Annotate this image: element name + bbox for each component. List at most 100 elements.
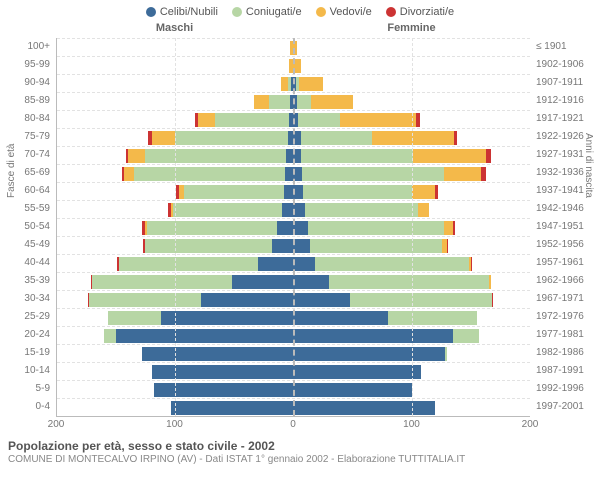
grid-line — [175, 38, 176, 416]
y-tick-age: 75-79 — [8, 128, 56, 146]
y-tick-age: 25-29 — [8, 308, 56, 326]
bar-segment — [294, 185, 303, 199]
bar-segment — [104, 329, 116, 343]
bar-segment — [89, 293, 201, 307]
y-tick-birth: 1952-1956 — [530, 236, 592, 254]
bar-segment — [175, 131, 287, 145]
x-tick: 100 — [166, 419, 183, 430]
swatch-married — [232, 7, 242, 17]
population-pyramid-chart: Celibi/Nubili Coniugati/e Vedovi/e Divor… — [0, 0, 600, 467]
y-tick-age: 85-89 — [8, 92, 56, 110]
legend-label-widowed: Vedovi/e — [330, 6, 372, 18]
y-tick-age: 15-19 — [8, 344, 56, 362]
bar-segment — [301, 131, 372, 145]
bar-segment — [492, 293, 493, 307]
y-tick-birth: 1977-1981 — [530, 326, 592, 344]
bar-segment — [372, 131, 455, 145]
bar-segment — [315, 257, 469, 271]
y-tick-birth: 1982-1986 — [530, 344, 592, 362]
bar-segment — [445, 347, 447, 361]
y-tick-birth: 1997-2001 — [530, 398, 592, 416]
y-tick-age: 95-99 — [8, 56, 56, 74]
bar-segment — [152, 131, 176, 145]
bar-segment — [294, 401, 436, 415]
bar-segment — [489, 275, 491, 289]
x-tick: 200 — [48, 419, 65, 430]
y-axis-left: 100+95-9990-9485-8980-8475-7970-7465-696… — [8, 38, 56, 417]
bar-segment — [161, 311, 293, 325]
legend-item-married: Coniugati/e — [232, 6, 302, 18]
x-axis: 2001000100200 — [8, 419, 592, 433]
y-tick-birth: 1917-1921 — [530, 110, 592, 128]
bars-area — [56, 38, 530, 417]
bar-segment — [128, 149, 145, 163]
bar-segment — [481, 167, 486, 181]
x-tick: 0 — [290, 419, 296, 430]
legend-label-divorced: Divorziati/e — [400, 6, 454, 18]
y-tick-age: 70-74 — [8, 146, 56, 164]
bar-segment — [294, 131, 301, 145]
bar-segment — [453, 329, 479, 343]
bar-segment — [258, 257, 293, 271]
bar-segment — [297, 95, 311, 109]
y-tick-age: 40-44 — [8, 254, 56, 272]
bar-segment — [340, 113, 417, 127]
legend-item-divorced: Divorziati/e — [386, 6, 454, 18]
legend-item-single: Celibi/Nubili — [146, 6, 218, 18]
bar-segment — [294, 347, 445, 361]
y-tick-age: 20-24 — [8, 326, 56, 344]
bar-segment — [486, 149, 491, 163]
y-tick-birth: 1907-1911 — [530, 74, 592, 92]
bar-segment — [294, 239, 311, 253]
y-tick-birth: 1912-1916 — [530, 92, 592, 110]
bar-segment — [134, 167, 285, 181]
bar-segment — [116, 329, 293, 343]
y-tick-birth: 1927-1931 — [530, 146, 592, 164]
center-line — [293, 38, 295, 416]
bar-segment — [294, 311, 389, 325]
y-tick-birth: 1992-1996 — [530, 380, 592, 398]
y-tick-age: 0-4 — [8, 398, 56, 416]
bar-segment — [294, 167, 302, 181]
y-tick-birth: 1937-1941 — [530, 182, 592, 200]
bar-segment — [201, 293, 293, 307]
caption-title: Popolazione per età, sesso e stato civil… — [8, 439, 592, 453]
caption-subtitle: COMUNE DI MONTECALVO IRPINO (AV) - Dati … — [8, 454, 592, 465]
bar-segment — [277, 221, 294, 235]
y-tick-age: 35-39 — [8, 272, 56, 290]
bar-segment — [269, 95, 290, 109]
gender-labels: Maschi Femmine — [8, 22, 592, 34]
y-tick-age: 45-49 — [8, 236, 56, 254]
bar-segment — [303, 185, 412, 199]
bar-segment — [294, 293, 351, 307]
bar-segment — [416, 113, 420, 127]
bar-segment — [444, 167, 482, 181]
y-tick-birth: ≤ 1901 — [530, 38, 592, 56]
bar-segment — [413, 149, 486, 163]
y-tick-age: 60-64 — [8, 182, 56, 200]
swatch-divorced — [386, 7, 396, 17]
label-female: Femmine — [293, 22, 530, 34]
y-tick-age: 50-54 — [8, 218, 56, 236]
legend: Celibi/Nubili Coniugati/e Vedovi/e Divor… — [8, 6, 592, 18]
bar-segment — [298, 113, 339, 127]
y-tick-age: 100+ — [8, 38, 56, 56]
y-tick-birth: 1972-1976 — [530, 308, 592, 326]
bar-segment — [124, 167, 133, 181]
y-tick-age: 65-69 — [8, 164, 56, 182]
bar-segment — [294, 221, 308, 235]
bar-segment — [308, 221, 444, 235]
bar-segment — [294, 275, 329, 289]
bar-segment — [215, 113, 288, 127]
y-tick-age: 90-94 — [8, 74, 56, 92]
y-tick-birth: 1987-1991 — [530, 362, 592, 380]
bar-segment — [294, 365, 422, 379]
grid-line — [412, 38, 413, 416]
y-tick-birth: 1922-1926 — [530, 128, 592, 146]
label-male: Maschi — [56, 22, 293, 34]
bar-segment — [471, 257, 472, 271]
x-tick: 100 — [403, 419, 420, 430]
y-tick-age: 5-9 — [8, 380, 56, 398]
bar-segment — [454, 131, 456, 145]
bar-segment — [311, 95, 352, 109]
